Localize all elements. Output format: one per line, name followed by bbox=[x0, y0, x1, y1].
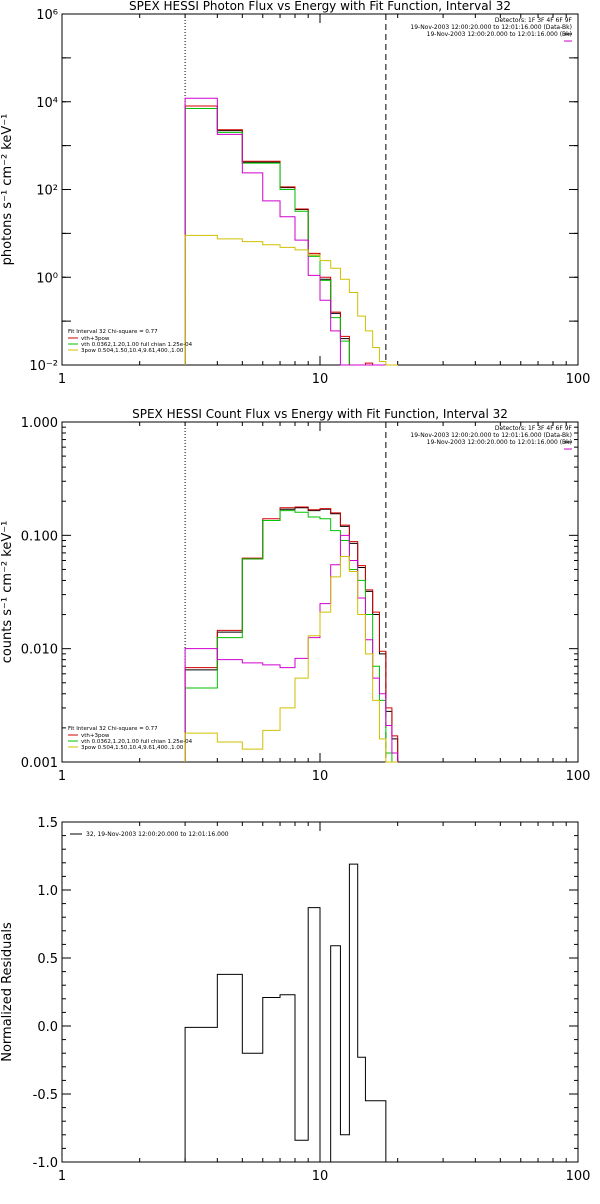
info-line: 19-Nov-2003 12:00:20.000 to 12:01:16.000… bbox=[410, 24, 572, 31]
plot-title: SPEX HESSI Photon Flux vs Energy with Fi… bbox=[129, 0, 511, 13]
legend-header: Fit Interval 32 Chi-square = 0.77 bbox=[68, 726, 158, 732]
x-tick-label: 100 bbox=[566, 372, 591, 387]
chart-1: SPEX HESSI Photon Flux vs Energy with Fi… bbox=[0, 0, 590, 387]
series-line-4 bbox=[184, 97, 398, 366]
y-axis-label: photons s⁻¹ cm⁻² keV⁻¹ bbox=[0, 114, 15, 266]
y-tick-label: 10⁴ bbox=[36, 96, 58, 111]
y-tick-label: 10⁶ bbox=[36, 8, 58, 23]
x-tick-label: 1 bbox=[58, 1169, 66, 1184]
plot-title: SPEX HESSI Count Flux vs Energy with Fit… bbox=[132, 407, 508, 421]
series-line-2 bbox=[184, 506, 399, 762]
y-tick-label: 1.5 bbox=[37, 816, 58, 831]
series-line-5 bbox=[184, 556, 398, 763]
plot-frame bbox=[61, 13, 579, 366]
plot-frame bbox=[61, 421, 579, 763]
info-line: Detectors: 1F 3F 4F 6F 9F bbox=[495, 17, 573, 24]
y-tick-label: 0.0 bbox=[37, 1020, 58, 1035]
info-line: 19-Nov-2003 12:00:20.000 to 12:01:16.000… bbox=[427, 31, 572, 38]
y-tick-label: 10² bbox=[36, 184, 58, 199]
info-line: 19-Nov-2003 12:00:20.000 to 12:01:16.000… bbox=[410, 432, 572, 439]
y-tick-label: 10⁻² bbox=[29, 359, 58, 374]
legend-entry: vth+3pow bbox=[81, 733, 110, 739]
y-tick-label: -0.5 bbox=[33, 1088, 58, 1103]
legend-entry: 3pow 0.504,1.50,10.4,9.61,400.,1.00 bbox=[81, 745, 184, 751]
y-tick-label: 0.001 bbox=[21, 756, 58, 771]
legend-entry: vth+3pow bbox=[81, 336, 110, 342]
y-tick-label: -1.0 bbox=[33, 1156, 58, 1171]
y-tick-label: 0.010 bbox=[21, 643, 58, 658]
y-tick-label: 0.5 bbox=[37, 952, 58, 967]
legend-header: Fit Interval 32 Chi-square = 0.77 bbox=[68, 329, 158, 335]
legend-entry: 32, 19-Nov-2003 12:00:20.000 to 12:01:16… bbox=[86, 831, 229, 838]
series-line-1 bbox=[184, 863, 387, 1163]
tick-marks bbox=[61, 421, 579, 763]
series-line-4 bbox=[184, 534, 399, 762]
x-tick-label: 10 bbox=[312, 372, 329, 387]
x-tick-label: 1 bbox=[58, 769, 66, 784]
info-line: 19-Nov-2003 12:00:20.000 to 12:01:16.000… bbox=[427, 439, 572, 446]
legend-entry: vth 0.0362,1.20,1.00 full chian 1.25e-04 bbox=[81, 739, 193, 745]
legend-entry: vth 0.0362,1.20,1.00 full chian 1.25e-04 bbox=[81, 342, 193, 348]
tick-marks bbox=[61, 13, 579, 366]
y-axis-label: Normalized Residuals bbox=[0, 922, 15, 1062]
x-tick-label: 100 bbox=[566, 769, 591, 784]
x-tick-label: 10 bbox=[312, 1169, 329, 1184]
x-tick-label: 1 bbox=[58, 372, 66, 387]
y-axis-label: counts s⁻¹ cm⁻² keV⁻¹ bbox=[0, 521, 15, 664]
legend-entry: 3pow 0.504,1.50,10.4,9.61,400.,1.00 bbox=[81, 348, 184, 354]
chart-2: SPEX HESSI Count Flux vs Energy with Fit… bbox=[0, 407, 590, 784]
y-tick-label: 0.100 bbox=[21, 529, 58, 544]
y-tick-label: 10⁰ bbox=[36, 271, 58, 286]
series-line-5 bbox=[184, 234, 398, 366]
y-tick-label: 1.0 bbox=[37, 884, 58, 899]
info-line: Detectors: 1F 3F 4F 6F 9F bbox=[495, 425, 573, 432]
y-tick-label: 1.000 bbox=[21, 416, 58, 431]
x-tick-label: 100 bbox=[566, 1169, 591, 1184]
x-tick-label: 10 bbox=[312, 769, 329, 784]
chart-3: Normalized Residuals 1 10 100 -1.0 -0.5 0.0 0.5… bbox=[0, 816, 590, 1184]
